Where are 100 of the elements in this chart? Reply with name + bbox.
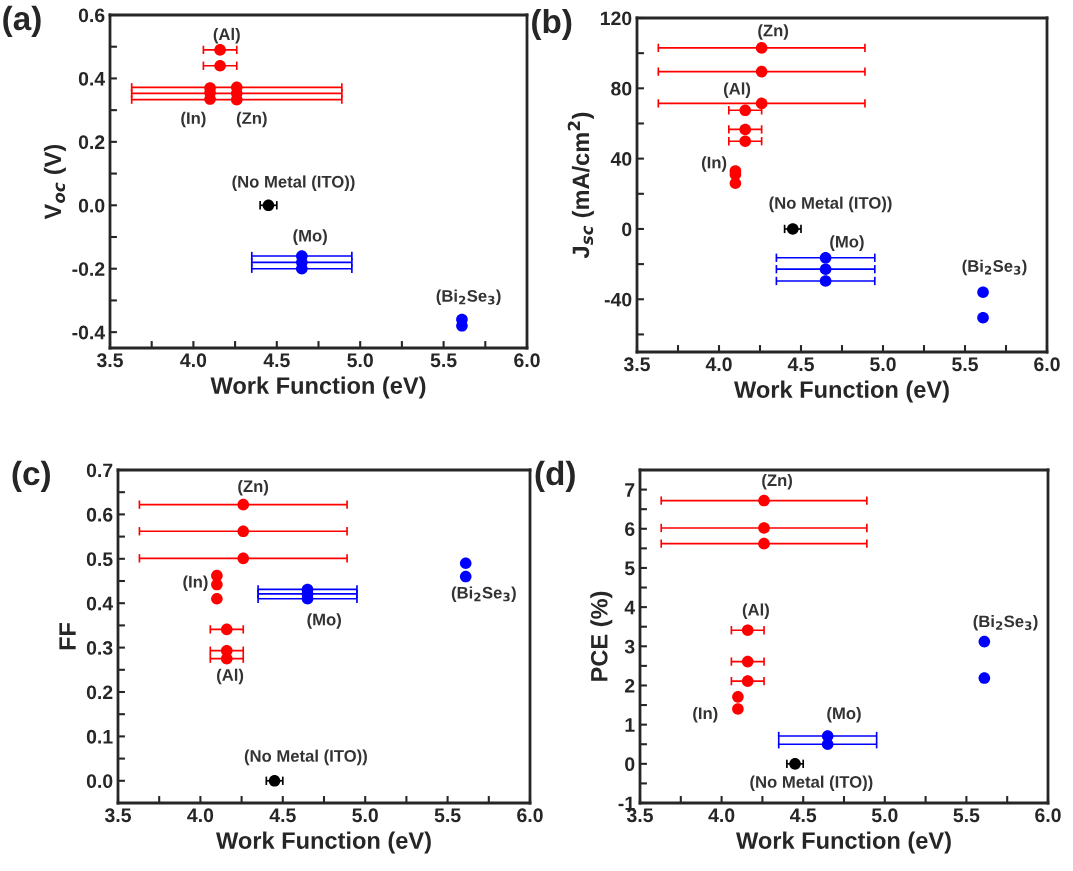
point (741, 655, 754, 668)
annotation: (No Metal (ITO)) (232, 175, 355, 191)
y-tick-label: 2 (625, 678, 635, 693)
y-tick-label: -0.2 (72, 262, 105, 276)
annotation: (Zn) (238, 479, 269, 496)
point (214, 44, 226, 56)
point (758, 522, 770, 534)
x-tick-label: 5.5 (953, 808, 980, 823)
y-tick-label: 0.4 (78, 71, 106, 86)
x-tick-label: 5.0 (347, 353, 373, 368)
point (732, 691, 744, 703)
annotation: (Bi$_{2}$Se$_{3}$) (436, 289, 501, 306)
point (977, 286, 989, 299)
x-axis-title: Work Function (eV) (210, 376, 426, 399)
annotation: (In) (183, 575, 208, 591)
point (220, 623, 233, 636)
x-axis-title: Work Function (eV) (736, 831, 951, 854)
point (755, 65, 768, 78)
point (237, 552, 250, 565)
x-tick-label: 5.0 (870, 357, 896, 372)
y-tick-label: 3 (624, 639, 635, 654)
annotation: (In) (693, 706, 718, 723)
point (977, 311, 989, 324)
x-tick-label: 4.5 (269, 808, 296, 823)
y-axis-title: J$_{sc}$ (mA/cm$^{2}$) (567, 112, 594, 259)
point (789, 758, 801, 770)
x-tick-label: 5.5 (952, 357, 978, 372)
point (741, 675, 754, 687)
x-tick-label: 6.0 (1034, 357, 1060, 372)
y-tick-label: 0.4 (86, 596, 114, 611)
y-tick-label: 120 (600, 11, 632, 26)
chart-title: (c) (12, 460, 50, 492)
point (758, 537, 770, 550)
annotation: (Zn) (762, 473, 792, 490)
x-tick-label: 5.0 (352, 808, 378, 823)
annotation: (Mo) (830, 235, 864, 251)
chart-title: (a) (3, 5, 41, 37)
point (729, 177, 742, 190)
x-tick-label: 5.5 (430, 353, 457, 368)
annotation: (No Metal (ITO)) (769, 196, 892, 213)
point (237, 525, 250, 538)
y-tick-label: 1 (625, 718, 635, 732)
x-tick-label: 4.5 (787, 357, 814, 372)
y-tick-label: 40 (610, 152, 632, 166)
x-axis-title: Work Function (eV) (734, 380, 949, 403)
x-tick-label: 3.5 (623, 357, 650, 372)
y-tick-label: 0.1 (86, 729, 113, 744)
y-tick-label: 7 (625, 483, 635, 497)
x-tick-label: 4.0 (708, 808, 735, 823)
y-tick-label: 0.2 (78, 135, 105, 150)
y-tick-label: 0.2 (86, 685, 113, 700)
point (739, 123, 752, 136)
annotation: (Al) (742, 603, 769, 619)
y-axis-title: FF (59, 622, 76, 650)
y-tick-label: 0 (625, 757, 635, 772)
annotation: (Mo) (827, 706, 861, 723)
x-tick-label: 6.0 (514, 353, 540, 368)
annotation: (Mo) (293, 229, 327, 245)
annotation: (Zn) (758, 24, 789, 40)
annotation: (Zn) (236, 111, 267, 128)
point (758, 494, 770, 507)
point (237, 498, 250, 511)
y-tick-label: -0.4 (72, 325, 106, 340)
x-tick-label: 3.5 (104, 808, 131, 823)
y-tick-label: 0.3 (86, 641, 113, 655)
x-tick-label: 6.0 (517, 808, 543, 823)
point (459, 570, 472, 583)
point (732, 703, 744, 715)
x-tick-label: 4.0 (187, 808, 214, 823)
point (755, 97, 768, 110)
annotation: (Bi$_{2}$Se$_{3}$) (973, 615, 1038, 631)
point (819, 275, 832, 287)
x-tick-label: 3.5 (96, 353, 123, 368)
x-axis-title: Work Function (eV) (216, 831, 431, 854)
point (459, 557, 472, 570)
y-axis-title: PCE (%) (590, 591, 613, 681)
x-tick-label: 4.5 (263, 353, 290, 368)
x-tick-label: 4.0 (705, 357, 732, 372)
y-tick-label: 0 (622, 222, 632, 237)
x-tick-label: 4.0 (180, 353, 207, 368)
point (819, 263, 832, 276)
point (739, 104, 752, 117)
x-tick-label: 6.0 (1035, 808, 1061, 823)
point (819, 251, 832, 264)
point (755, 42, 768, 54)
annotation: (Mo) (307, 613, 341, 629)
y-tick-label: 6 (625, 522, 635, 536)
y-tick-label: 5 (624, 561, 635, 576)
y-tick-label: 80 (611, 81, 632, 96)
annotation: (In) (181, 111, 206, 128)
point (741, 624, 754, 637)
x-tick-label: 5.5 (434, 808, 461, 823)
annotation: (Bi$_{2}$Se$_{3}$) (451, 586, 516, 602)
y-tick-label: 0.7 (86, 463, 113, 478)
y-axis-title: V$_{oc}$ (V) (43, 144, 66, 220)
point (211, 592, 223, 605)
y-tick-label: 0.6 (86, 507, 113, 522)
x-tick-label: 4.5 (789, 808, 817, 823)
chart-title: (d) (535, 460, 575, 492)
y-tick-label: 0.6 (78, 8, 105, 23)
